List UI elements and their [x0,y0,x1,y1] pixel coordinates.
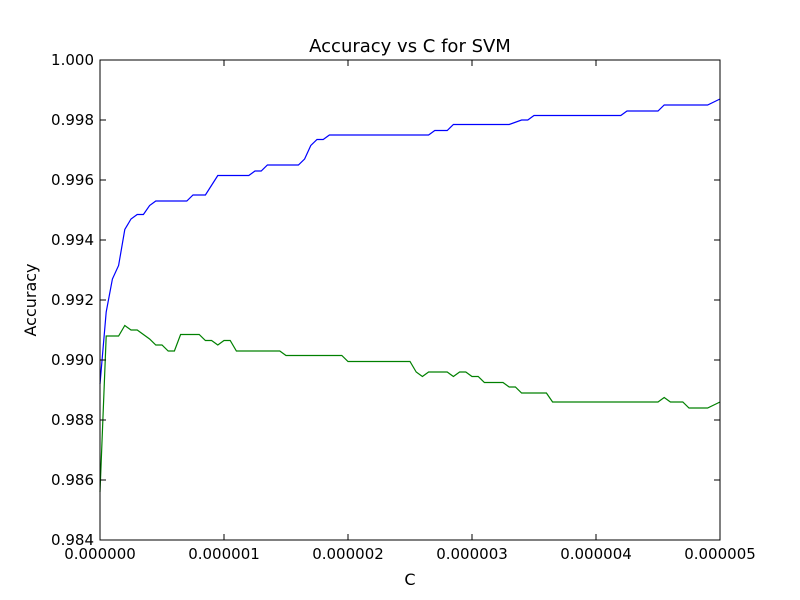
y-tick-label: 0.998 [51,111,94,129]
series-line-1 [99,98,721,385]
y-tick-label: 0.984 [51,531,94,549]
x-tick-label: 0.000001 [188,545,260,563]
plot-area: 0.000000 0.000001 0.000002 0.000003 0.000004… [51,51,756,563]
y-tick-label: 0.992 [51,291,94,309]
x-tick-label: 0.000003 [436,545,508,563]
axes-background [100,60,720,540]
y-tick-label: 0.996 [51,171,94,189]
y-tick-label: 0.988 [51,411,94,429]
chart-title: Accuracy vs C for SVM [309,36,511,57]
x-tick-label: 0.000000 [64,545,136,563]
series-layer [99,98,721,493]
x-axis-label: C [404,570,415,589]
x-tick-label: 0.000005 [684,545,756,563]
axes-frame [99,59,721,541]
x-tick-label: 0.000004 [560,545,632,563]
y-axis-label: Accuracy [21,263,40,336]
y-tick-label: 0.986 [51,471,94,489]
series-line-2 [99,324,721,493]
y-tick-label: 0.994 [51,231,94,249]
y-tick-label: 1.000 [51,51,94,69]
x-tick-label: 0.000002 [312,545,384,563]
y-tick-label: 0.990 [51,351,94,369]
ticks-layer: 0.000000 0.000001 0.000002 0.000003 0.000004… [51,51,756,563]
